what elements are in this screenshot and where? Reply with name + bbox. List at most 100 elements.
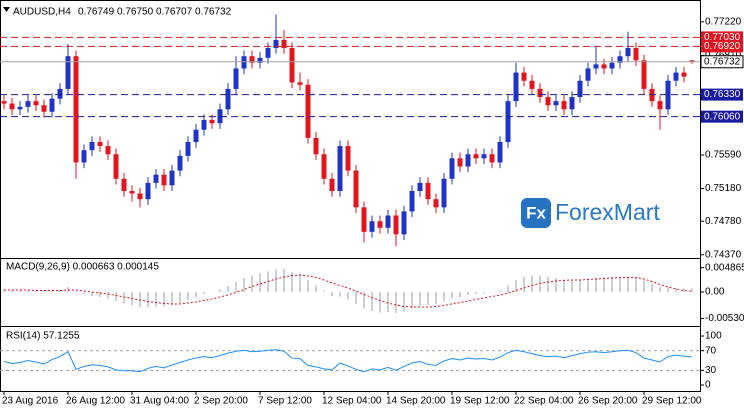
- candle-body: [393, 215, 399, 235]
- candle-body: [569, 97, 575, 110]
- x-tick-label: 14 Sep 20:00: [386, 396, 446, 407]
- candle-body: [353, 170, 359, 208]
- level-label-box: [701, 110, 743, 123]
- candle-body: [465, 154, 471, 167]
- candle-body: [153, 174, 159, 183]
- menu-arrow[interactable]: [3, 7, 10, 12]
- candle-body: [505, 101, 511, 142]
- x-tick-label: 29 Sep 12:00: [642, 396, 702, 407]
- candle-body: [641, 60, 647, 89]
- candle-body: [65, 56, 71, 89]
- candle-body: [401, 211, 407, 235]
- candle-body: [625, 48, 631, 57]
- candle-body: [529, 80, 535, 89]
- candle-body: [145, 182, 151, 200]
- candle-body: [281, 39, 287, 49]
- level-label: 0.77030: [704, 32, 741, 43]
- candle-body: [265, 48, 271, 58]
- candle-body: [537, 88, 543, 98]
- candle-body: [81, 150, 87, 163]
- candle-body: [121, 178, 127, 192]
- ohlc-label: 0.76707: [156, 7, 193, 18]
- candle-body: [137, 193, 143, 200]
- candle-body: [585, 68, 591, 81]
- candle-body: [201, 119, 207, 130]
- candle-body: [473, 154, 479, 159]
- candle-body: [177, 155, 183, 171]
- candle-body: [681, 72, 687, 77]
- candle-body: [497, 141, 503, 163]
- candle-body: [73, 56, 79, 163]
- logo-icon: [521, 198, 551, 228]
- candle-body: [489, 154, 495, 163]
- candle-body: [297, 82, 303, 85]
- x-tick-label: 12 Sep 04:00: [322, 396, 382, 407]
- candle-body: [577, 80, 583, 98]
- candle-body: [425, 182, 431, 200]
- candle-body: [377, 221, 383, 228]
- candle-body: [57, 88, 63, 99]
- candle-body: [49, 98, 55, 112]
- rsi-line: [3, 349, 693, 373]
- candle-body: [433, 199, 439, 208]
- candle-body: [185, 141, 191, 156]
- candle-body: [609, 62, 615, 69]
- candle-body: [601, 64, 607, 69]
- candle-body: [457, 158, 463, 167]
- y-tick-label: 0.74370: [705, 249, 742, 260]
- level-label: 0.76920: [704, 41, 741, 52]
- chart-title: AUDUSD,H4: [13, 7, 71, 18]
- candle-body: [193, 129, 199, 142]
- y-tick-label: 0.77220: [705, 17, 742, 28]
- candle-body: [633, 48, 639, 61]
- level-label-box: [701, 40, 743, 53]
- last-price-label: 0.76732: [704, 56, 741, 67]
- candle-body: [233, 68, 239, 89]
- ohlc-label: 0.76750: [117, 7, 154, 18]
- level-label: 0.76330: [704, 89, 741, 100]
- candle-body: [241, 56, 247, 69]
- ohlc-label: 0.76732: [195, 7, 232, 18]
- candle-body: [657, 101, 663, 110]
- y-tick-label: 70: [705, 345, 717, 356]
- y-tick-label: 0.00: [705, 287, 725, 298]
- candle-body: [113, 154, 119, 179]
- x-tick-label: 26 Sep 20:00: [578, 396, 638, 407]
- candle-body: [161, 174, 167, 186]
- x-tick-label: 7 Sep 12:00: [258, 396, 312, 407]
- candle-body: [225, 88, 231, 110]
- candle-body: [673, 72, 679, 81]
- candle-body: [1, 101, 7, 104]
- logo-text: ForexMart: [555, 199, 660, 225]
- candle-body: [249, 56, 255, 63]
- candle-body: [369, 221, 375, 232]
- candle-body: [17, 106, 23, 110]
- level-label-box: [701, 88, 743, 101]
- candle-body: [337, 146, 343, 192]
- y-tick-label: 0.75590: [705, 150, 742, 161]
- x-tick-label: 23 Aug 2016: [2, 396, 59, 407]
- y-tick-label: 0.74780: [705, 216, 742, 227]
- y-tick-label: -0.005306: [705, 313, 744, 324]
- ohlc-label: 0.76749: [78, 7, 115, 18]
- candle-body: [273, 39, 279, 49]
- candle-body: [169, 170, 175, 186]
- y-tick-label: 0: [705, 380, 711, 391]
- candle-body: [417, 182, 423, 192]
- candle-body: [553, 101, 559, 106]
- candle-body: [481, 154, 487, 159]
- x-tick-label: 31 Aug 04:00: [130, 396, 189, 407]
- candle-body: [593, 64, 599, 69]
- candle-body: [257, 57, 263, 63]
- candle-body: [665, 80, 671, 110]
- candle-body: [321, 154, 327, 179]
- plot-frame: [0, 0, 701, 392]
- candle-body: [449, 158, 455, 179]
- y-tick-label: 100: [705, 331, 722, 342]
- x-tick-label: 19 Sep 12:00: [450, 396, 510, 407]
- candle-body: [289, 48, 295, 83]
- candle-body: [9, 103, 15, 110]
- y-tick-label: 30: [705, 365, 717, 376]
